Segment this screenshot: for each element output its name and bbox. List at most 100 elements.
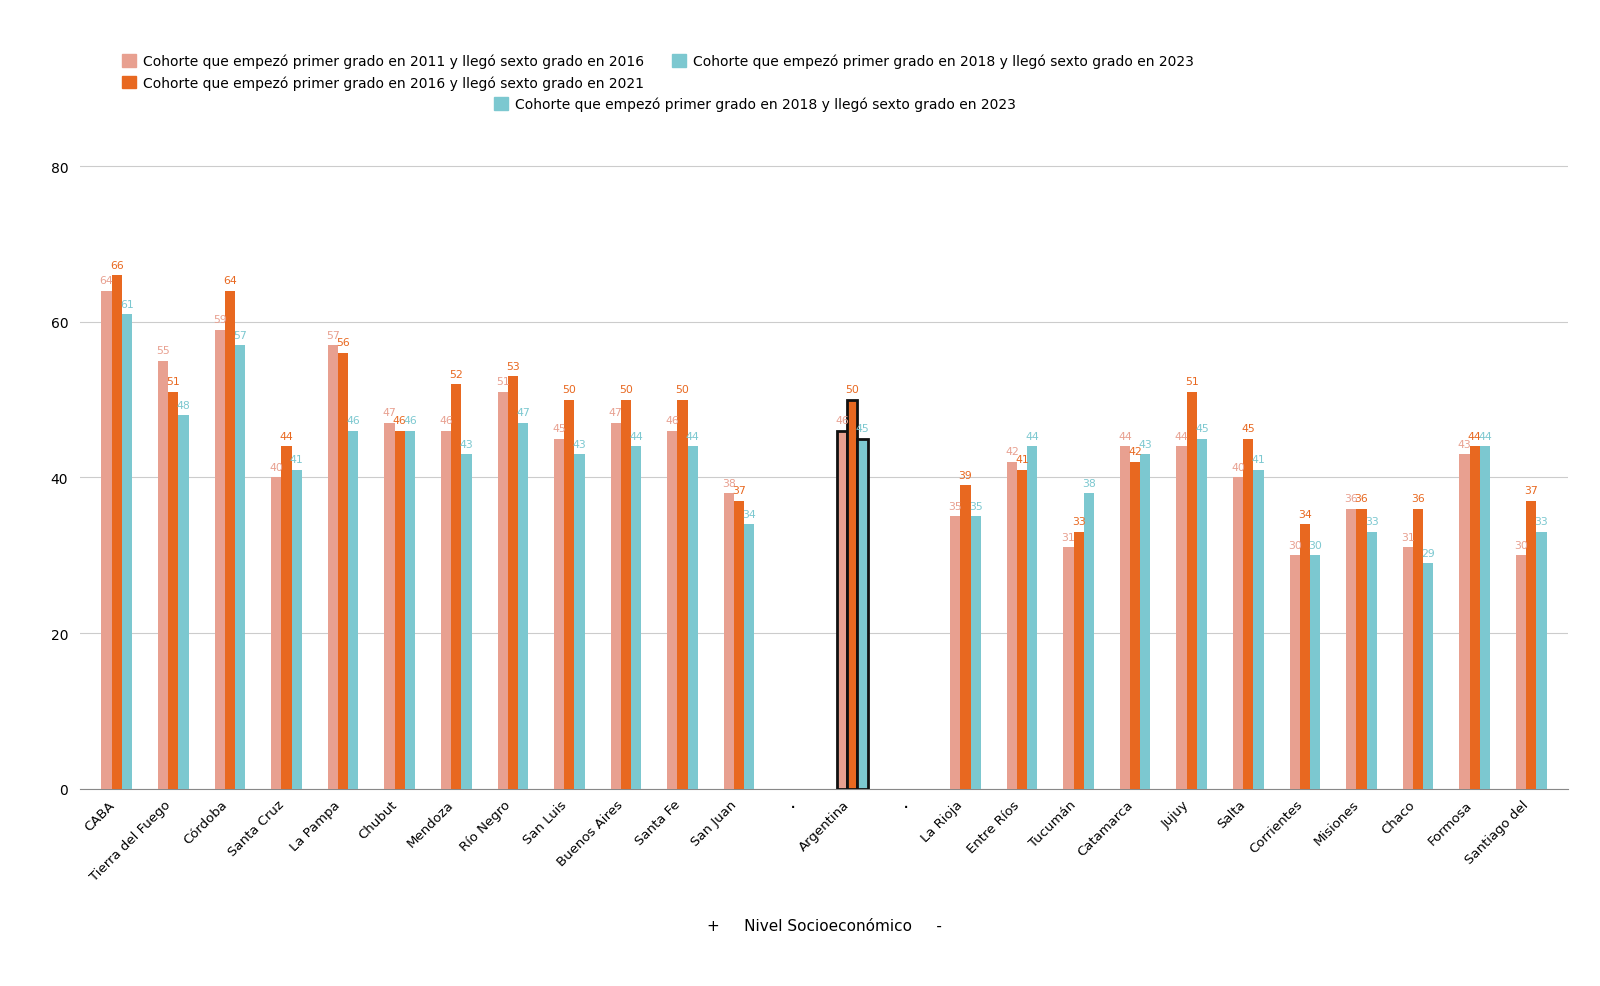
Bar <box>1253 470 1264 789</box>
Text: 46: 46 <box>438 416 453 426</box>
Bar <box>1074 532 1083 789</box>
Bar <box>677 400 688 789</box>
Bar <box>282 447 291 789</box>
Text: 55: 55 <box>157 346 170 356</box>
Text: 53: 53 <box>506 362 520 372</box>
Text: 66: 66 <box>110 260 123 270</box>
Text: 44: 44 <box>686 432 699 442</box>
Text: 44: 44 <box>629 432 643 442</box>
Bar <box>1083 493 1094 789</box>
Text: 43: 43 <box>1458 439 1472 450</box>
Text: 46: 46 <box>403 416 416 426</box>
Text: 64: 64 <box>222 276 237 286</box>
Text: 64: 64 <box>99 276 114 286</box>
Bar <box>158 361 168 789</box>
Text: 48: 48 <box>176 400 190 410</box>
Bar <box>1403 548 1413 789</box>
Text: 41: 41 <box>1251 455 1266 464</box>
Bar <box>621 400 630 789</box>
Bar <box>1310 556 1320 789</box>
Text: 51: 51 <box>166 377 181 387</box>
Bar <box>1187 392 1197 789</box>
Text: 44: 44 <box>1026 432 1038 442</box>
Bar <box>971 517 981 789</box>
Bar <box>950 517 960 789</box>
Bar <box>168 392 179 789</box>
Text: 43: 43 <box>573 439 587 450</box>
Text: 42: 42 <box>1128 447 1142 457</box>
Text: 50: 50 <box>675 385 690 394</box>
Text: 34: 34 <box>742 509 757 519</box>
Bar <box>1480 447 1490 789</box>
Bar <box>688 447 698 789</box>
Text: 37: 37 <box>733 486 746 496</box>
Text: 59: 59 <box>213 315 227 324</box>
Text: 52: 52 <box>450 369 462 380</box>
Text: 36: 36 <box>1344 494 1358 504</box>
Bar <box>1006 462 1018 789</box>
Bar <box>1536 532 1547 789</box>
Text: 38: 38 <box>1082 478 1096 488</box>
Text: 38: 38 <box>722 478 736 488</box>
Text: 45: 45 <box>1195 424 1210 434</box>
Bar <box>338 354 349 789</box>
Bar <box>395 431 405 789</box>
Bar <box>442 431 451 789</box>
Text: 47: 47 <box>610 408 622 418</box>
Bar <box>349 431 358 789</box>
Text: 45: 45 <box>1242 424 1256 434</box>
Text: 29: 29 <box>1421 548 1435 558</box>
Bar <box>451 385 461 789</box>
Bar <box>226 292 235 789</box>
Text: 41: 41 <box>1014 455 1029 464</box>
Text: 46: 46 <box>346 416 360 426</box>
Bar <box>101 292 112 789</box>
Bar <box>1243 439 1253 789</box>
Text: 44: 44 <box>280 432 293 442</box>
Bar <box>1459 455 1469 789</box>
Text: 30: 30 <box>1514 540 1528 550</box>
Text: 44: 44 <box>1478 432 1491 442</box>
Text: 39: 39 <box>958 470 973 480</box>
Bar <box>1141 455 1150 789</box>
Text: 57: 57 <box>326 330 339 340</box>
Bar <box>1176 447 1187 789</box>
Bar <box>1130 462 1141 789</box>
Text: 31: 31 <box>1061 532 1075 542</box>
Text: 40: 40 <box>269 462 283 472</box>
Bar <box>1299 525 1310 789</box>
Text: 45: 45 <box>856 424 869 434</box>
Bar <box>1346 509 1357 789</box>
Bar <box>1357 509 1366 789</box>
Bar <box>1027 447 1037 789</box>
Bar <box>667 431 677 789</box>
Text: 50: 50 <box>619 385 634 394</box>
Text: 44: 44 <box>1174 432 1189 442</box>
Bar <box>405 431 414 789</box>
Text: 56: 56 <box>336 338 350 348</box>
Bar <box>1469 447 1480 789</box>
Bar <box>734 501 744 789</box>
Bar <box>1515 556 1526 789</box>
Bar <box>1018 470 1027 789</box>
Bar <box>1290 556 1299 789</box>
Bar <box>214 330 226 789</box>
Bar <box>122 315 133 789</box>
Bar <box>461 455 472 789</box>
Text: 34: 34 <box>1298 509 1312 519</box>
Text: 43: 43 <box>1139 439 1152 450</box>
Bar <box>837 431 846 789</box>
Legend: Cohorte que empezó primer grado en 2018 y llegó sexto grado en 2023: Cohorte que empezó primer grado en 2018 … <box>488 92 1021 117</box>
Text: 37: 37 <box>1525 486 1538 496</box>
Bar <box>1413 509 1422 789</box>
Text: +     Nivel Socioeconómico     -: + Nivel Socioeconómico - <box>707 918 941 933</box>
Text: 41: 41 <box>290 455 304 464</box>
Bar <box>384 424 395 789</box>
Text: 46: 46 <box>835 416 850 426</box>
Bar <box>498 392 507 789</box>
Bar <box>328 346 338 789</box>
Bar <box>1120 447 1130 789</box>
Text: 42: 42 <box>1005 447 1019 457</box>
Bar <box>554 439 565 789</box>
Text: 50: 50 <box>845 385 859 394</box>
